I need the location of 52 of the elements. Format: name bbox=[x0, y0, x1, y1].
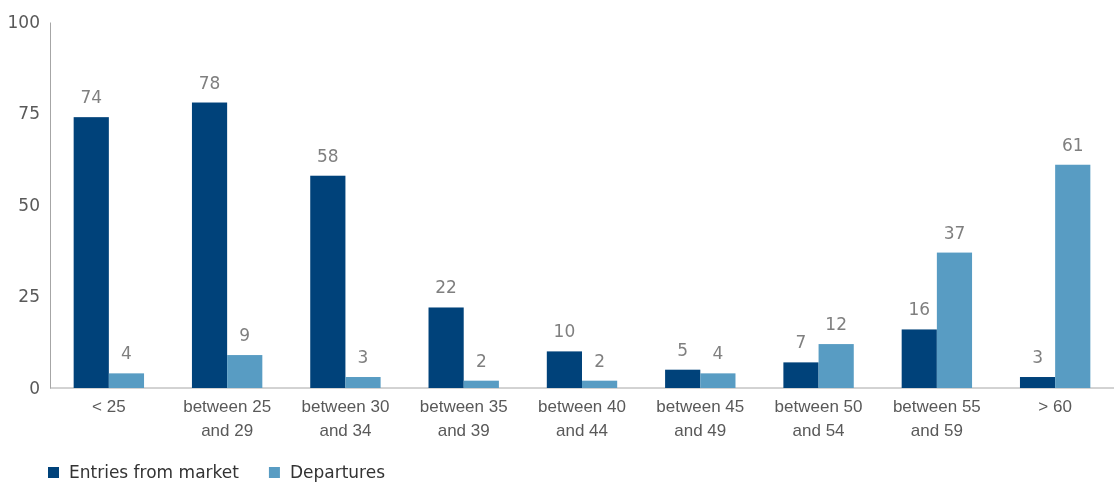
bar bbox=[345, 377, 381, 388]
data-label: 3 bbox=[357, 347, 369, 368]
data-label: 74 bbox=[80, 87, 103, 108]
bar bbox=[783, 362, 819, 388]
y-tick-label: 100 bbox=[7, 11, 40, 32]
bar bbox=[936, 252, 973, 388]
x-tick-label: between 25 and 29 bbox=[183, 397, 272, 440]
bar bbox=[665, 369, 701, 388]
y-tick-label: 25 bbox=[18, 286, 40, 307]
x-tick-label: between 30 and 34 bbox=[301, 397, 390, 440]
bar bbox=[108, 373, 145, 388]
y-tick-label: 0 bbox=[29, 377, 40, 398]
bar bbox=[818, 344, 854, 388]
data-label: 4 bbox=[712, 343, 724, 364]
bar bbox=[546, 351, 582, 388]
data-label: 3 bbox=[1032, 347, 1043, 368]
data-label: 22 bbox=[435, 277, 457, 298]
x-tick-label: between 45 and 49 bbox=[656, 397, 745, 440]
y-tick-label: 75 bbox=[18, 103, 40, 124]
x-tick-label: between 55 and 59 bbox=[892, 397, 981, 440]
bar bbox=[1055, 164, 1091, 388]
x-tick-label: between 50 and 54 bbox=[774, 397, 863, 440]
data-label: 7 bbox=[795, 332, 807, 353]
bar bbox=[310, 175, 346, 388]
data-label: 16 bbox=[908, 299, 931, 320]
data-label: 10 bbox=[553, 321, 576, 342]
x-tick-label: between 40 and 44 bbox=[538, 397, 626, 440]
data-label: 5 bbox=[677, 339, 689, 360]
x-tick-label: > 60 bbox=[1038, 397, 1072, 416]
bar bbox=[582, 380, 618, 388]
bar bbox=[463, 380, 499, 388]
legend-label: Entries from market bbox=[69, 462, 240, 482]
x-tick-label: between 35 and 39 bbox=[419, 397, 508, 440]
data-label: 78 bbox=[198, 72, 221, 93]
bar bbox=[227, 355, 263, 388]
data-label: 37 bbox=[943, 222, 966, 243]
bar bbox=[700, 373, 736, 388]
data-label: 2 bbox=[475, 350, 487, 371]
data-label: 61 bbox=[1061, 134, 1084, 155]
y-tick-label: 50 bbox=[18, 194, 40, 215]
data-label: 9 bbox=[239, 325, 251, 346]
data-label: 2 bbox=[594, 350, 606, 371]
data-label: 12 bbox=[825, 314, 847, 335]
data-label: 58 bbox=[317, 145, 339, 166]
bar bbox=[1019, 377, 1056, 388]
legend-label: Departures bbox=[289, 462, 386, 482]
x-tick-label: < 25 bbox=[92, 397, 126, 416]
bar bbox=[428, 307, 464, 388]
bar bbox=[191, 102, 228, 388]
bar bbox=[73, 117, 109, 388]
data-label: 4 bbox=[121, 343, 132, 364]
bar bbox=[901, 329, 937, 388]
